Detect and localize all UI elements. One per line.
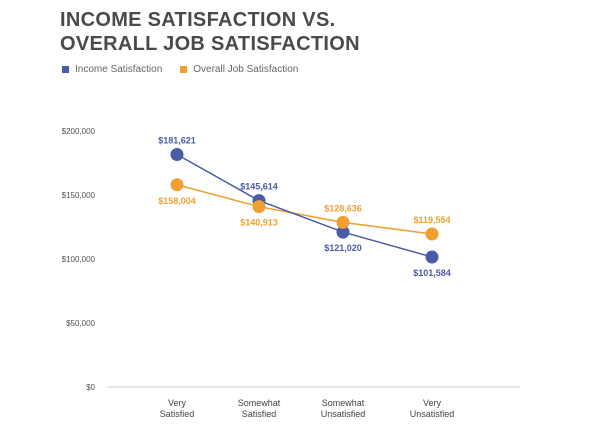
x-tick-label: Unsatisfied xyxy=(321,409,366,419)
data-label: $119,554 xyxy=(413,215,450,225)
data-label: $181,621 xyxy=(158,136,196,146)
series-line-0 xyxy=(176,153,433,258)
x-tick-label: Satisfied xyxy=(160,409,195,419)
data-point xyxy=(252,200,266,214)
x-tick-label: Somewhat xyxy=(322,398,365,408)
data-label: $145,614 xyxy=(240,182,278,192)
data-point xyxy=(336,225,350,239)
data-point xyxy=(170,148,184,162)
legend: Income Satisfaction Overall Job Satisfac… xyxy=(62,64,298,75)
y-tick-label: $0 xyxy=(86,383,95,392)
legend-swatch xyxy=(180,65,188,73)
data-point xyxy=(425,250,439,264)
legend-swatch xyxy=(62,65,69,73)
legend-label: Income Satisfaction xyxy=(75,64,163,75)
data-label: $158,004 xyxy=(158,196,196,206)
x-tick-label: Unsatisfied xyxy=(410,409,455,419)
y-tick-label: $100,000 xyxy=(62,255,96,264)
x-tick-label: Very xyxy=(168,398,187,408)
y-tick-label: $50,000 xyxy=(66,319,95,328)
series-line-1 xyxy=(176,184,433,235)
legend-label: Overall Job Satisfaction xyxy=(193,64,299,75)
data-label: $128,636 xyxy=(324,203,362,213)
x-tick-label: Satisfied xyxy=(242,409,277,419)
data-point xyxy=(170,178,184,192)
data-label: $101,584 xyxy=(413,268,451,278)
data-label: $140,913 xyxy=(240,218,278,228)
data-label: $121,020 xyxy=(324,243,362,253)
data-point xyxy=(425,227,439,241)
y-tick-label: $150,000 xyxy=(62,191,96,200)
data-point xyxy=(336,215,350,229)
y-tick-label: $200,000 xyxy=(62,127,96,136)
legend-item-job: Overall Job Satisfaction xyxy=(180,64,298,75)
legend-item-income: Income Satisfaction xyxy=(62,64,162,75)
chart-title: INCOME SATISFACTION VS. OVERALL JOB SATI… xyxy=(60,9,360,55)
x-tick-label: Very xyxy=(423,398,442,408)
x-tick-label: Somewhat xyxy=(238,398,281,408)
